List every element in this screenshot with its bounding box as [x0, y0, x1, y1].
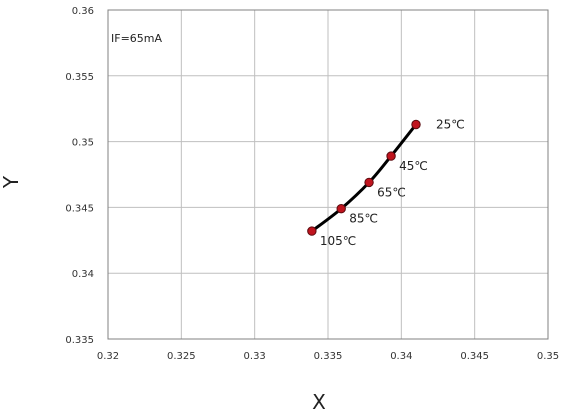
x-tick-label: 0.35 — [537, 351, 559, 362]
data-point-label: 105℃ — [320, 234, 356, 248]
x-axis-title: X — [312, 390, 326, 414]
y-tick-label: 0.345 — [65, 203, 94, 214]
y-tick-label: 0.335 — [65, 335, 94, 346]
grid — [107, 9, 549, 340]
x-tick-label: 0.325 — [167, 351, 196, 362]
x-tick-label: 0.32 — [97, 351, 119, 362]
y-tick-labels: 0.36 0.355 0.35 0.345 0.34 0.335 — [65, 6, 94, 346]
y-tick-label: 0.34 — [72, 269, 94, 280]
data-point-label: 65℃ — [377, 185, 406, 199]
x-tick-label: 0.345 — [460, 351, 489, 362]
data-point — [307, 226, 317, 236]
data-point — [336, 204, 346, 214]
data-point-label: 85℃ — [349, 212, 378, 226]
x-tick-label: 0.33 — [244, 351, 266, 362]
chart-annotation: IF=65mA — [111, 32, 163, 45]
plot-area-border — [107, 9, 549, 340]
data-point — [411, 119, 421, 130]
x-tick-label: 0.335 — [314, 351, 343, 362]
y-tick-label: 0.35 — [72, 138, 94, 149]
data-point — [386, 151, 396, 161]
x-tick-labels: 0.32 0.325 0.33 0.335 0.34 0.345 0.35 — [97, 351, 559, 362]
data-point-label: 45℃ — [399, 159, 428, 173]
y-axis-title: Y — [0, 175, 23, 189]
x-tick-label: 0.34 — [390, 351, 412, 362]
y-tick-label: 0.355 — [65, 72, 94, 83]
data-point-label: 25℃ — [436, 117, 465, 131]
y-tick-label: 0.36 — [72, 6, 94, 17]
series-line-group: 25℃ 45℃ 65℃ 85℃ 105℃ — [307, 117, 465, 248]
data-point — [364, 177, 374, 188]
